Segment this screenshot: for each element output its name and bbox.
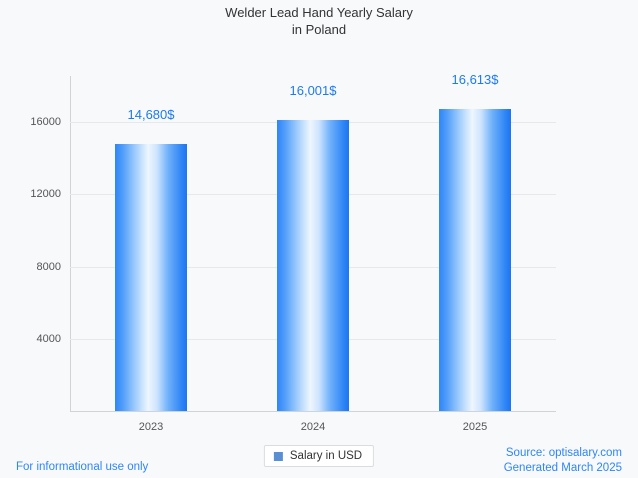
bar-value-2023: 14,680$ xyxy=(127,107,175,123)
footer-generated: Generated March 2025 xyxy=(503,462,622,474)
y-tick-label-8000: 8000 xyxy=(36,260,61,273)
x-tick-label-2023: 2023 xyxy=(138,421,164,433)
plot-area: 4000 8000 12000 16000 14,680$ 16,001$ 16… xyxy=(30,72,556,433)
footer-source-block: Source: optisalary.com Generated March 2… xyxy=(504,446,622,476)
footer-disclaimer: For informational use only xyxy=(16,461,149,473)
footer-source: Source: optisalary.com xyxy=(505,447,622,459)
chart-title: Welder Lead Hand Yearly Salary in Poland xyxy=(0,4,638,38)
x-tick-label-2025: 2025 xyxy=(462,421,488,433)
bar-value-2024: 16,001$ xyxy=(289,83,337,99)
chart-title-line-2: in Poland xyxy=(291,22,347,37)
chart-legend[interactable]: Salary in USD xyxy=(263,445,375,467)
x-tick-label-2024: 2024 xyxy=(300,421,326,433)
y-tick-label-12000: 12000 xyxy=(30,188,61,201)
chart-title-line-1: Welder Lead Hand Yearly Salary xyxy=(225,5,413,20)
bar-value-2025: 16,613$ xyxy=(451,72,499,88)
legend-item-label: Salary in USD xyxy=(289,450,363,462)
y-axis-line xyxy=(70,76,71,412)
legend-swatch-icon xyxy=(273,451,283,461)
y-tick-label-4000: 4000 xyxy=(36,333,61,346)
bar-2024[interactable]: 16,001$ xyxy=(277,83,349,411)
bar-2025[interactable]: 16,613$ xyxy=(439,72,511,411)
bar-2023[interactable]: 14,680$ xyxy=(115,107,187,411)
x-axis-line xyxy=(70,411,556,412)
y-tick-label-16000: 16000 xyxy=(30,115,61,128)
